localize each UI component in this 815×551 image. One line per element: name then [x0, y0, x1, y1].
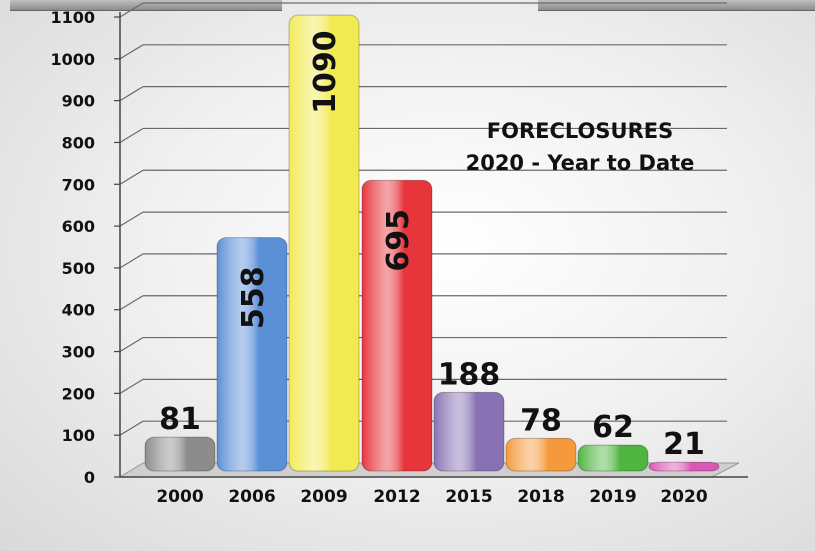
y-tick-label: 900 — [62, 92, 95, 111]
y-tick-label: 300 — [62, 343, 95, 362]
data-label: 78 — [520, 403, 562, 438]
y-tick-label: 100 — [62, 426, 95, 445]
bar-shade — [216, 237, 288, 472]
bar-shade — [577, 444, 649, 472]
gridline-diag — [119, 253, 144, 269]
bar-2012 — [361, 179, 433, 472]
y-tick-label: 1100 — [50, 8, 95, 27]
gridline-diag — [119, 127, 144, 143]
data-label: 695 — [381, 209, 416, 272]
bar-2018 — [505, 437, 577, 472]
x-tick-label: 2020 — [660, 487, 707, 507]
gridline-diag — [119, 44, 144, 60]
x-tick-label: 2000 — [156, 487, 203, 507]
gridline-diag — [119, 295, 144, 311]
y-tick-label: 800 — [62, 133, 95, 152]
labels: 2000 81 2006 558 2009 1090 2012 695 2015 188 2018 7… — [156, 30, 707, 507]
data-label: 81 — [159, 402, 201, 437]
gridline-diag — [119, 378, 144, 394]
gridline-diag — [119, 420, 144, 436]
bar-2019 — [577, 444, 649, 472]
y-tick-label: 600 — [62, 217, 95, 236]
bar-2000 — [144, 436, 216, 472]
x-tick-label: 2015 — [445, 487, 492, 507]
data-label: 62 — [592, 410, 634, 445]
gridline-diag — [119, 2, 144, 18]
x-tick-label: 2019 — [589, 487, 636, 507]
gridline-diag — [119, 86, 144, 102]
bar-shade — [505, 437, 577, 472]
bar-shade — [433, 391, 505, 472]
y-tick-label: 700 — [62, 175, 95, 194]
data-label: 1090 — [308, 30, 343, 114]
y-tick-label: 200 — [62, 384, 95, 403]
bar-shade — [361, 179, 433, 472]
x-tick-label: 2006 — [228, 487, 275, 507]
axes: 0 100 200 300 400 500 600 700 800 900 1000 1100 — [50, 8, 748, 487]
y-tick-label: 400 — [62, 301, 95, 320]
gridline-diag — [119, 337, 144, 353]
bar-shade — [648, 461, 720, 472]
y-tick-label: 0 — [84, 468, 95, 487]
data-label: 558 — [236, 266, 271, 329]
gridline-diag — [119, 211, 144, 227]
x-tick-label: 2018 — [517, 487, 564, 507]
y-tick-label: 500 — [62, 259, 95, 278]
bar-2020 — [648, 461, 720, 472]
top-frame-right — [538, 0, 815, 11]
y-tick-label: 1000 — [50, 50, 95, 69]
data-label: 21 — [663, 427, 705, 462]
gridline-diag — [119, 169, 144, 185]
bar-2006 — [216, 237, 288, 472]
x-tick-label: 2012 — [373, 487, 420, 507]
bar-2009 — [288, 14, 360, 472]
bars — [144, 14, 720, 472]
bar-shade — [144, 436, 216, 472]
top-frame-left — [10, 0, 282, 11]
data-label: 188 — [438, 357, 501, 392]
chart-title: FORECLOSURES — [487, 119, 673, 143]
bar-shade — [288, 14, 360, 472]
chart-subtitle: 2020 - Year to Date — [466, 151, 695, 175]
bar-2015 — [433, 391, 505, 472]
x-tick-label: 2009 — [300, 487, 347, 507]
